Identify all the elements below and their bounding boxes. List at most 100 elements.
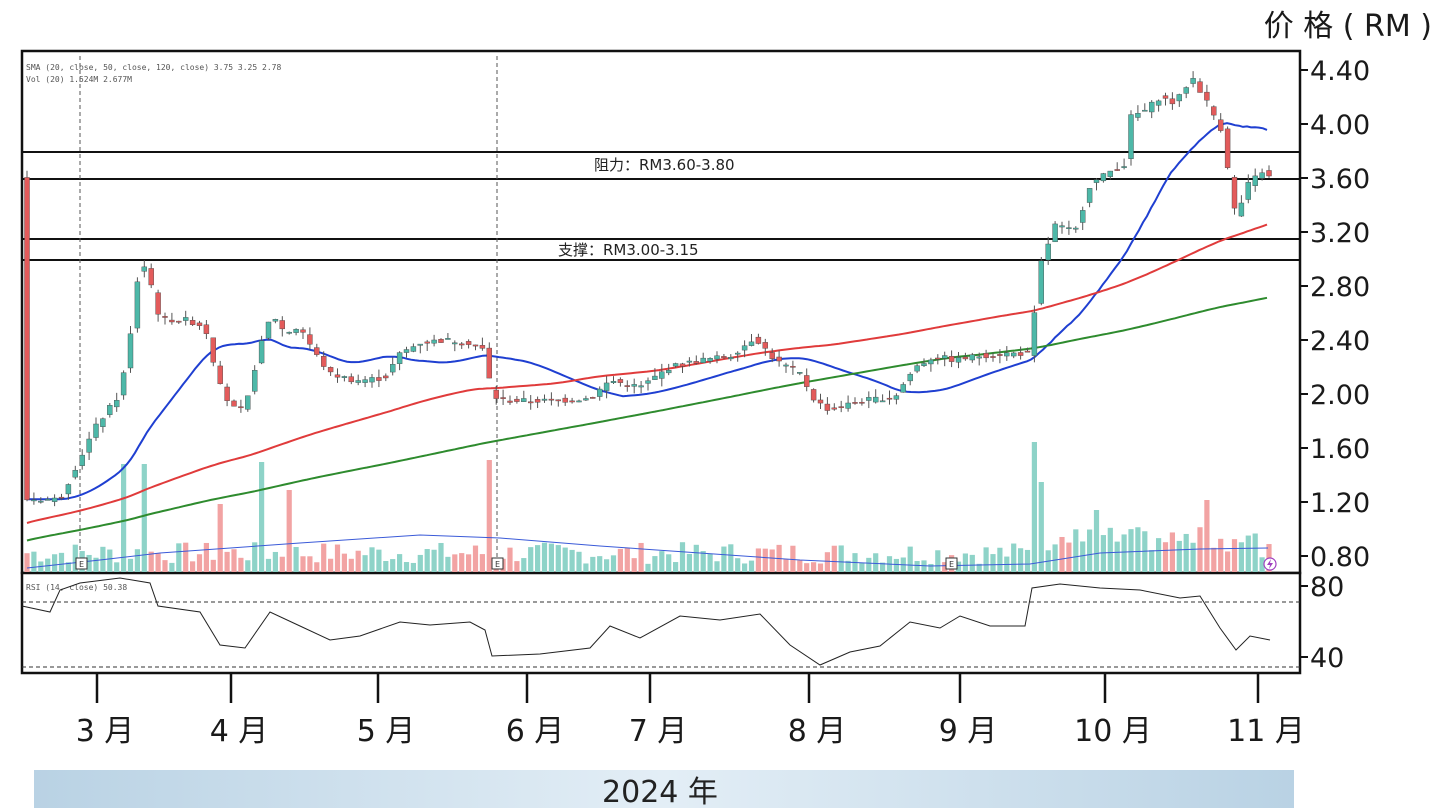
volume-bar bbox=[238, 557, 244, 572]
candle-body bbox=[493, 389, 499, 399]
candle-body bbox=[783, 364, 789, 367]
candle-body bbox=[590, 397, 596, 399]
price-tick-label: 2.40 bbox=[1310, 326, 1370, 357]
volume-bar bbox=[735, 558, 741, 572]
volume-bar bbox=[907, 546, 913, 572]
candle-body bbox=[1190, 78, 1196, 84]
volume-bar bbox=[1052, 544, 1058, 572]
lightning-icon bbox=[1263, 557, 1277, 571]
candle-body bbox=[348, 376, 354, 383]
volume-ma-line bbox=[26, 534, 1269, 569]
support-label: 支撑：RM3.00-3.15 bbox=[558, 241, 699, 259]
volume-bar bbox=[1073, 529, 1079, 572]
volume-bar bbox=[1087, 529, 1093, 572]
candle-body bbox=[369, 377, 375, 383]
volume-bar bbox=[569, 549, 575, 572]
volume-bar bbox=[700, 551, 706, 572]
candle-body bbox=[741, 345, 748, 351]
year-band bbox=[34, 770, 1294, 808]
candle-body bbox=[1135, 112, 1141, 118]
volume-bar bbox=[431, 549, 437, 572]
volume-bar bbox=[652, 556, 658, 572]
candle-body bbox=[1259, 172, 1265, 179]
volume-bar bbox=[410, 562, 416, 572]
volume-bar bbox=[1211, 547, 1217, 572]
candle-body bbox=[790, 365, 796, 368]
candle-body bbox=[376, 377, 382, 381]
volume-bar bbox=[638, 542, 644, 572]
volume-bar bbox=[583, 563, 589, 572]
volume-bar bbox=[438, 542, 444, 572]
volume-bar bbox=[1169, 532, 1175, 572]
month-label: 10 月 bbox=[1074, 714, 1152, 749]
volume-bar bbox=[914, 560, 920, 572]
candle-body bbox=[666, 370, 672, 374]
candle-body bbox=[51, 497, 58, 502]
candle-body bbox=[182, 317, 189, 321]
volume-bar bbox=[590, 556, 596, 572]
price-tick-label: 4.00 bbox=[1310, 110, 1370, 141]
volume-bar bbox=[459, 553, 465, 572]
candle-body bbox=[176, 320, 182, 323]
candle-body bbox=[804, 375, 810, 387]
volume-bar bbox=[748, 560, 755, 572]
volume-bar bbox=[93, 557, 99, 572]
candle-body bbox=[438, 338, 444, 343]
candle-body bbox=[624, 385, 630, 387]
price-tick-label: 1.20 bbox=[1310, 488, 1370, 519]
sma-120-line bbox=[26, 296, 1268, 542]
candle-body bbox=[914, 365, 920, 372]
candle-body bbox=[983, 352, 989, 359]
volume-bar bbox=[521, 558, 527, 572]
candle-body bbox=[603, 382, 610, 391]
price-tick-label: 3.20 bbox=[1310, 218, 1370, 249]
candle-body bbox=[141, 266, 148, 272]
candle-body bbox=[38, 500, 44, 503]
candle-body bbox=[100, 418, 106, 427]
candle-body bbox=[631, 384, 637, 387]
volume-bar bbox=[65, 562, 71, 572]
price-tick-label: 1.60 bbox=[1310, 434, 1370, 465]
candle-body bbox=[307, 334, 313, 345]
month-label: 5 月 bbox=[357, 714, 416, 749]
volume-bar bbox=[114, 562, 120, 572]
volume-bar bbox=[445, 556, 451, 572]
candle-body bbox=[645, 380, 651, 384]
volume-bar bbox=[1218, 538, 1224, 572]
volume-bar bbox=[1204, 500, 1210, 572]
candle-body bbox=[728, 357, 734, 360]
volume-bar bbox=[1176, 540, 1182, 572]
volume-bar bbox=[24, 553, 30, 572]
volume-bar bbox=[1093, 510, 1100, 572]
volume-bar bbox=[604, 559, 610, 572]
candlesticks bbox=[24, 71, 1272, 507]
volume-bar bbox=[328, 558, 334, 572]
volume-bar bbox=[183, 542, 189, 572]
candle-body bbox=[1114, 169, 1120, 171]
volume-bar bbox=[762, 548, 768, 572]
candle-body bbox=[431, 339, 437, 344]
candle-body bbox=[838, 406, 844, 408]
volume-bar bbox=[293, 546, 299, 572]
candle-body bbox=[997, 354, 1003, 356]
volume-bar bbox=[31, 551, 37, 572]
candle-body bbox=[521, 398, 527, 402]
candle-body bbox=[251, 370, 258, 392]
candle-body bbox=[155, 292, 161, 315]
candle-body bbox=[479, 345, 486, 349]
candle-body bbox=[935, 357, 941, 360]
candle-body bbox=[403, 349, 410, 353]
sma-50-line bbox=[26, 223, 1268, 524]
volume-bar bbox=[472, 545, 479, 572]
candle-body bbox=[583, 398, 589, 401]
candle-body bbox=[93, 423, 99, 438]
volume-bar bbox=[866, 557, 872, 572]
candle-body bbox=[969, 354, 975, 361]
volume-bar bbox=[176, 543, 182, 572]
volume-bar bbox=[610, 555, 617, 572]
candle-body bbox=[942, 355, 948, 359]
volume-bar bbox=[1183, 533, 1189, 572]
volume-bar bbox=[631, 558, 637, 572]
candle-body bbox=[24, 177, 30, 501]
